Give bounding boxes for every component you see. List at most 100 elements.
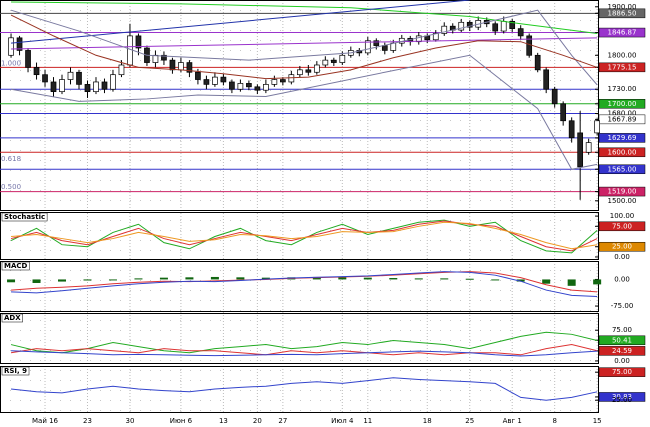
- candle-body: [118, 64, 125, 76]
- candle-body: [330, 59, 337, 63]
- y-tick-label: 0.00: [614, 275, 630, 283]
- candle-body: [178, 62, 184, 71]
- histogram-bar: [83, 279, 92, 281]
- candle-body: [76, 71, 82, 85]
- candle-body: [8, 37, 14, 56]
- x-tick-label: Авг 1: [503, 417, 522, 425]
- candle-body: [500, 20, 507, 32]
- price-box: [598, 346, 646, 356]
- histogram-bar: [134, 278, 143, 280]
- y-tick-label: 100.00: [610, 212, 635, 220]
- panel-grid: [0, 366, 598, 412]
- histogram-bar: [236, 277, 245, 280]
- candle-body: [305, 69, 312, 73]
- y-tick-label: 75.00: [612, 222, 632, 230]
- y-tick-label: 25.00: [612, 243, 632, 251]
- indicator-line: [11, 221, 598, 250]
- indicator-line: [11, 271, 598, 297]
- candle-body: [594, 120, 601, 134]
- candle-body: [568, 120, 575, 139]
- histogram-bar: [593, 279, 602, 285]
- histogram-bar: [261, 277, 270, 280]
- price-box: [598, 27, 646, 38]
- y-tick-label: 1565.00: [608, 165, 637, 173]
- panel-title-box: [1, 313, 23, 323]
- candle-body: [466, 21, 473, 28]
- candle-body: [534, 54, 541, 71]
- fib-label: 0.500: [1, 183, 21, 191]
- price-box: [598, 186, 646, 197]
- candle-body: [364, 40, 371, 54]
- price-box: [598, 335, 646, 346]
- candle-body: [127, 35, 133, 66]
- candle-body: [271, 79, 278, 85]
- y-tick-label: 1886.50: [608, 9, 637, 17]
- histogram-bar: [159, 277, 168, 280]
- y-tick-label: 1730.00: [608, 85, 637, 93]
- price-box: [598, 99, 646, 109]
- histogram-bar: [108, 279, 117, 281]
- histogram-bar: [440, 278, 449, 280]
- candle-body: [254, 86, 261, 91]
- panel-title: RSI, 9: [4, 367, 27, 375]
- candle-body: [381, 45, 388, 51]
- panel-frame: [0, 313, 599, 364]
- candle-body: [390, 42, 397, 51]
- x-tick-label: 13: [219, 417, 228, 425]
- panel-title-box: [1, 261, 30, 271]
- y-tick-label: 50.41: [612, 336, 632, 344]
- candle-body: [229, 81, 235, 90]
- candle-body: [93, 81, 99, 93]
- candle-body: [169, 59, 176, 71]
- x-tick-label: 23: [83, 417, 92, 425]
- candle-body: [84, 84, 91, 93]
- y-tick-label: 1775.15: [608, 63, 637, 71]
- indicator-line: [10, 0, 470, 44]
- price-box: [598, 62, 646, 73]
- candle-body: [560, 103, 567, 122]
- panel-grid: [0, 212, 598, 259]
- histogram-bar: [414, 278, 423, 280]
- candle-body: [50, 81, 57, 93]
- candle-body: [296, 69, 303, 76]
- histogram-bar: [58, 279, 67, 282]
- candle-body: [152, 54, 159, 63]
- y-tick-label: 30.83: [612, 393, 632, 401]
- candle-body: [373, 40, 380, 46]
- price-box: [598, 221, 646, 232]
- candle-body: [135, 35, 142, 49]
- price-box: [598, 147, 646, 158]
- indicator-line: [11, 350, 598, 357]
- indicator-line: [10, 344, 598, 356]
- candle-body: [288, 74, 295, 83]
- candle-body: [458, 21, 465, 31]
- price-box: [598, 133, 646, 143]
- histogram-bar: [338, 277, 347, 280]
- histogram-bar: [210, 276, 219, 280]
- candle-body: [161, 54, 167, 61]
- candle-body: [517, 28, 524, 37]
- y-tick-label: 1900.00: [608, 3, 637, 11]
- indicator-line: [10, 9, 598, 86]
- y-tick-label: 75.00: [612, 326, 632, 334]
- histogram-bar: [542, 279, 551, 284]
- price-box: [598, 241, 646, 252]
- y-tick-label: 1629.69: [608, 134, 637, 142]
- candle-body: [33, 67, 40, 76]
- candle-body: [313, 64, 320, 73]
- candle-body: [220, 76, 227, 83]
- candle-body: [246, 83, 252, 88]
- histogram-bar: [32, 279, 41, 283]
- y-tick-label: 24.59: [612, 347, 632, 355]
- panel-grid: [0, 261, 598, 311]
- panel-frame: [0, 212, 599, 260]
- histogram-bar: [491, 279, 500, 281]
- y-tick-label: 1700.00: [608, 100, 637, 108]
- candle-body: [237, 83, 244, 90]
- histogram-bar: [312, 276, 321, 280]
- candle-body: [110, 74, 116, 90]
- candle-body: [585, 142, 592, 153]
- candle-body: [543, 69, 550, 90]
- y-tick-label: 1667.89: [608, 115, 637, 123]
